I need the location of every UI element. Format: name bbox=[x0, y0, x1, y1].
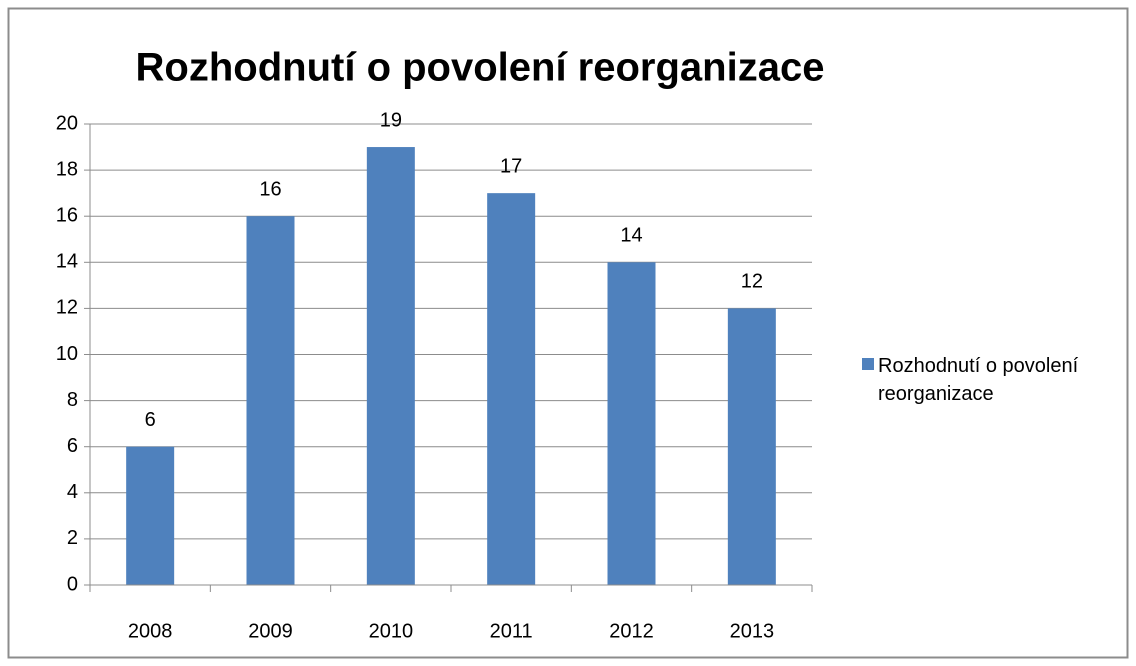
x-tick-label: 2012 bbox=[609, 620, 654, 642]
y-tick-label: 10 bbox=[56, 343, 78, 365]
x-tick-label: 2013 bbox=[730, 620, 775, 642]
y-tick-label: 12 bbox=[56, 297, 78, 319]
bar bbox=[366, 147, 415, 586]
value-label: 14 bbox=[620, 225, 642, 247]
value-label: 16 bbox=[259, 178, 281, 200]
x-tick-label: 2008 bbox=[128, 620, 173, 642]
y-tick-label: 20 bbox=[56, 112, 78, 134]
y-tick-label: 18 bbox=[56, 158, 78, 180]
value-label: 12 bbox=[741, 271, 763, 293]
bar bbox=[487, 193, 536, 585]
x-tick-label: 2010 bbox=[369, 620, 414, 642]
legend-label: Rozhodnutí o povolení reorganizace bbox=[878, 355, 1079, 405]
y-tick-label: 16 bbox=[56, 204, 78, 226]
y-tick-label: 6 bbox=[67, 435, 78, 457]
chart-border bbox=[7, 7, 1129, 659]
y-tick-label: 14 bbox=[56, 251, 78, 273]
y-tick-label: 4 bbox=[67, 481, 78, 503]
y-tick-label: 0 bbox=[67, 573, 78, 595]
value-label: 19 bbox=[380, 109, 402, 131]
bar bbox=[126, 446, 175, 585]
chart-title: Rozhodnutí o povolení reorganizace bbox=[136, 46, 825, 90]
bar bbox=[246, 216, 295, 585]
legend: Rozhodnutí o povolení reorganizace bbox=[862, 352, 1112, 408]
bar bbox=[607, 262, 656, 585]
x-tick-label: 2011 bbox=[490, 620, 533, 642]
bar bbox=[727, 308, 776, 585]
y-tick-label: 8 bbox=[67, 389, 78, 411]
x-tick-label: 2009 bbox=[248, 620, 293, 642]
value-label: 17 bbox=[500, 155, 522, 177]
value-label: 6 bbox=[145, 409, 156, 431]
legend-swatch bbox=[862, 358, 874, 370]
y-tick-label: 2 bbox=[67, 527, 78, 549]
